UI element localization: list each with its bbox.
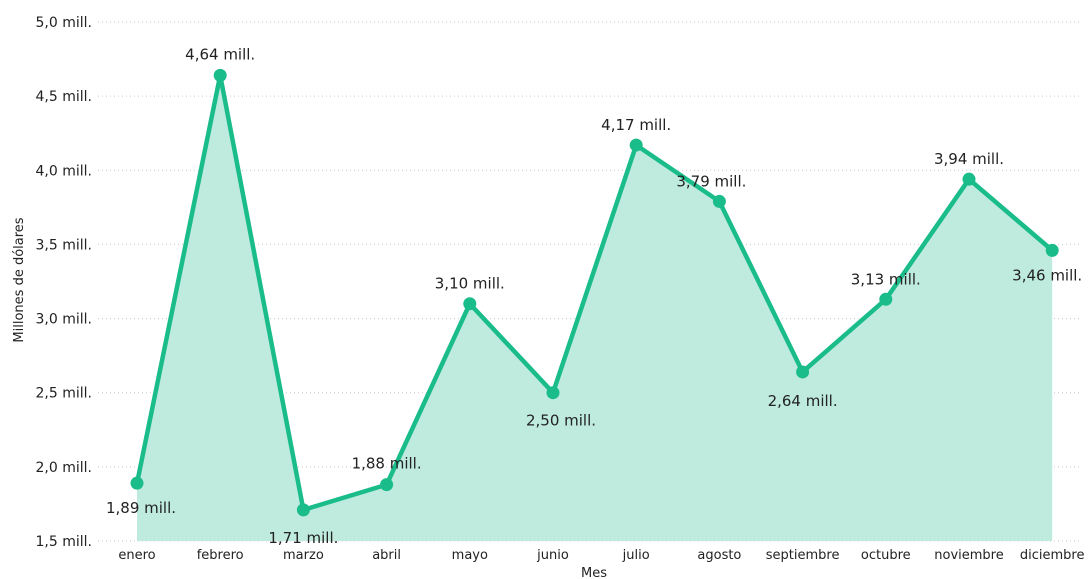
data-label: 2,64 mill. — [768, 392, 838, 410]
x-tick-label: enero — [118, 548, 155, 563]
area-fill — [137, 75, 1053, 541]
y-tick-label: 3,0 mill. — [36, 312, 92, 328]
data-point — [629, 138, 643, 152]
data-point — [1045, 243, 1059, 257]
x-axis-ticks: enero febrero marzo abril mayo junio julio agos… — [118, 548, 1084, 563]
data-label: 4,64 mill. — [185, 45, 255, 63]
area-fill-layer — [137, 75, 1053, 541]
x-tick-label: junio — [536, 548, 569, 563]
data-point — [380, 478, 394, 492]
y-tick-label: 4,5 mill. — [36, 89, 92, 105]
data-label: 3,13 mill. — [851, 270, 921, 288]
x-tick-label: febrero — [197, 548, 244, 563]
y-tick-label: 2,0 mill. — [36, 460, 92, 476]
data-label: 1,71 mill. — [268, 529, 338, 547]
data-point — [130, 476, 144, 490]
data-point — [213, 68, 227, 82]
x-axis-title: Mes — [581, 566, 607, 579]
x-tick-label: abril — [372, 548, 401, 563]
data-label: 2,50 mill. — [526, 412, 596, 430]
x-tick-label: diciembre — [1020, 548, 1085, 563]
x-tick-label: julio — [622, 548, 650, 563]
data-points — [130, 68, 1059, 517]
y-tick-label: 2,5 mill. — [36, 386, 92, 402]
data-point — [962, 172, 976, 186]
data-point — [879, 292, 893, 306]
x-tick-label: agosto — [697, 548, 741, 563]
y-axis-title: Millones de dólares — [12, 217, 27, 342]
y-tick-label: 5,0 mill. — [36, 15, 92, 31]
data-point — [712, 194, 726, 208]
data-label: 3,46 mill. — [1012, 266, 1082, 284]
data-label: 1,88 mill. — [352, 455, 422, 473]
x-tick-label: mayo — [452, 548, 488, 563]
data-point — [463, 297, 477, 311]
data-label: 4,17 mill. — [601, 116, 671, 134]
data-labels: 1,89 mill. 4,64 mill. 1,71 mill. 1,88 mill.… — [106, 45, 1082, 546]
y-tick-label: 3,5 mill. — [36, 237, 92, 253]
data-label: 3,79 mill. — [676, 172, 746, 190]
data-label: 1,89 mill. — [106, 499, 176, 517]
data-point — [796, 365, 810, 379]
x-tick-label: septiembre — [766, 548, 840, 563]
y-tick-label: 4,0 mill. — [36, 163, 92, 179]
x-tick-label: noviembre — [934, 548, 1003, 563]
x-tick-label: octubre — [861, 548, 911, 563]
y-axis-ticks: 1,5 mill. 2,0 mill. 2,5 mill. 3,0 mill. 3,5 … — [36, 15, 92, 550]
series-line — [134, 73, 1055, 513]
y-tick-label: 1,5 mill. — [36, 534, 92, 550]
data-label: 3,10 mill. — [435, 275, 505, 293]
x-tick-label: marzo — [283, 548, 324, 563]
data-point — [546, 386, 560, 400]
data-label: 3,94 mill. — [934, 150, 1004, 168]
data-point — [296, 503, 310, 517]
series-line-layer — [134, 73, 1055, 513]
